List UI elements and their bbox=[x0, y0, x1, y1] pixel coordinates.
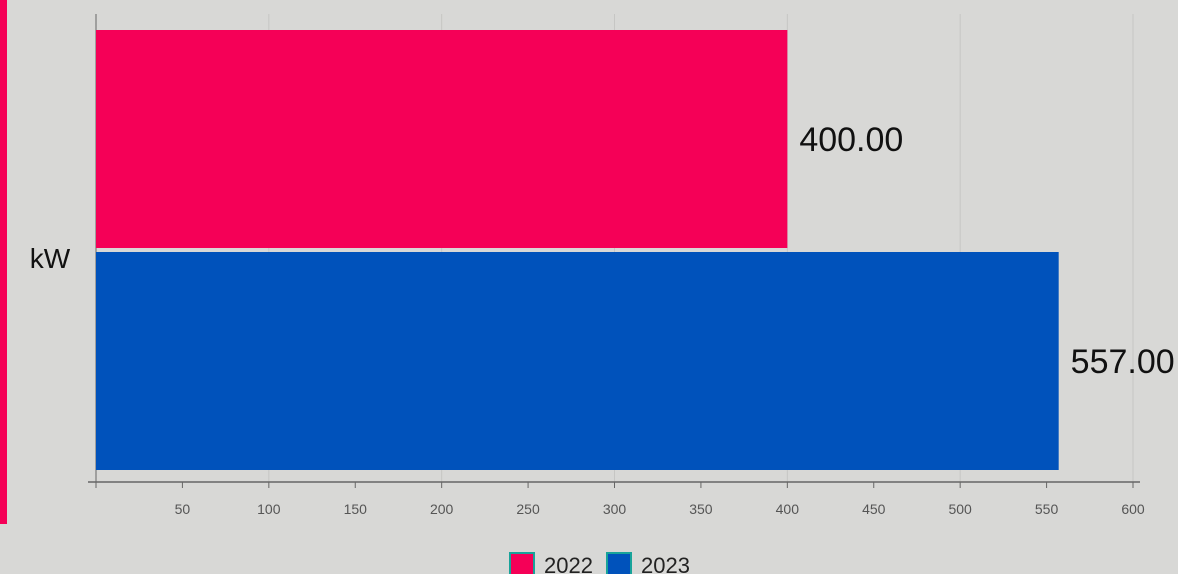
legend-swatch-2022[interactable] bbox=[509, 552, 535, 574]
data-label-2023: 557.00 bbox=[1071, 343, 1175, 381]
x-tick-label: 300 bbox=[603, 501, 627, 517]
bar-2023[interactable] bbox=[96, 252, 1059, 470]
x-tick-label: 250 bbox=[516, 501, 540, 517]
category-label: kW bbox=[30, 243, 71, 274]
legend-label-2023[interactable]: 2023 bbox=[641, 553, 690, 574]
x-tick-label: 350 bbox=[689, 501, 713, 517]
x-tick-label: 100 bbox=[257, 501, 281, 517]
data-labels: 400.00 557.00 kW bbox=[30, 121, 1175, 381]
legend-swatch-2023[interactable] bbox=[606, 552, 632, 574]
legend[interactable]: 2022 2023 bbox=[509, 552, 690, 574]
legend-label-2022[interactable]: 2022 bbox=[544, 553, 593, 574]
x-tick-label: 600 bbox=[1121, 501, 1145, 517]
x-tick-label: 450 bbox=[862, 501, 886, 517]
data-label-2022: 400.00 bbox=[799, 121, 903, 159]
x-tick-label: 500 bbox=[948, 501, 972, 517]
x-tick-label: 400 bbox=[776, 501, 800, 517]
x-tick-label: 550 bbox=[1035, 501, 1059, 517]
x-tick-label: 200 bbox=[430, 501, 454, 517]
x-tick-label: 50 bbox=[175, 501, 191, 517]
bar-2022[interactable] bbox=[96, 30, 788, 248]
bars bbox=[96, 30, 1059, 470]
x-tick-label: 150 bbox=[344, 501, 368, 517]
x-axis: 50 100 150 200 250 300 350 400 450 500 550 600 bbox=[88, 14, 1145, 517]
accent-bar bbox=[0, 0, 7, 524]
